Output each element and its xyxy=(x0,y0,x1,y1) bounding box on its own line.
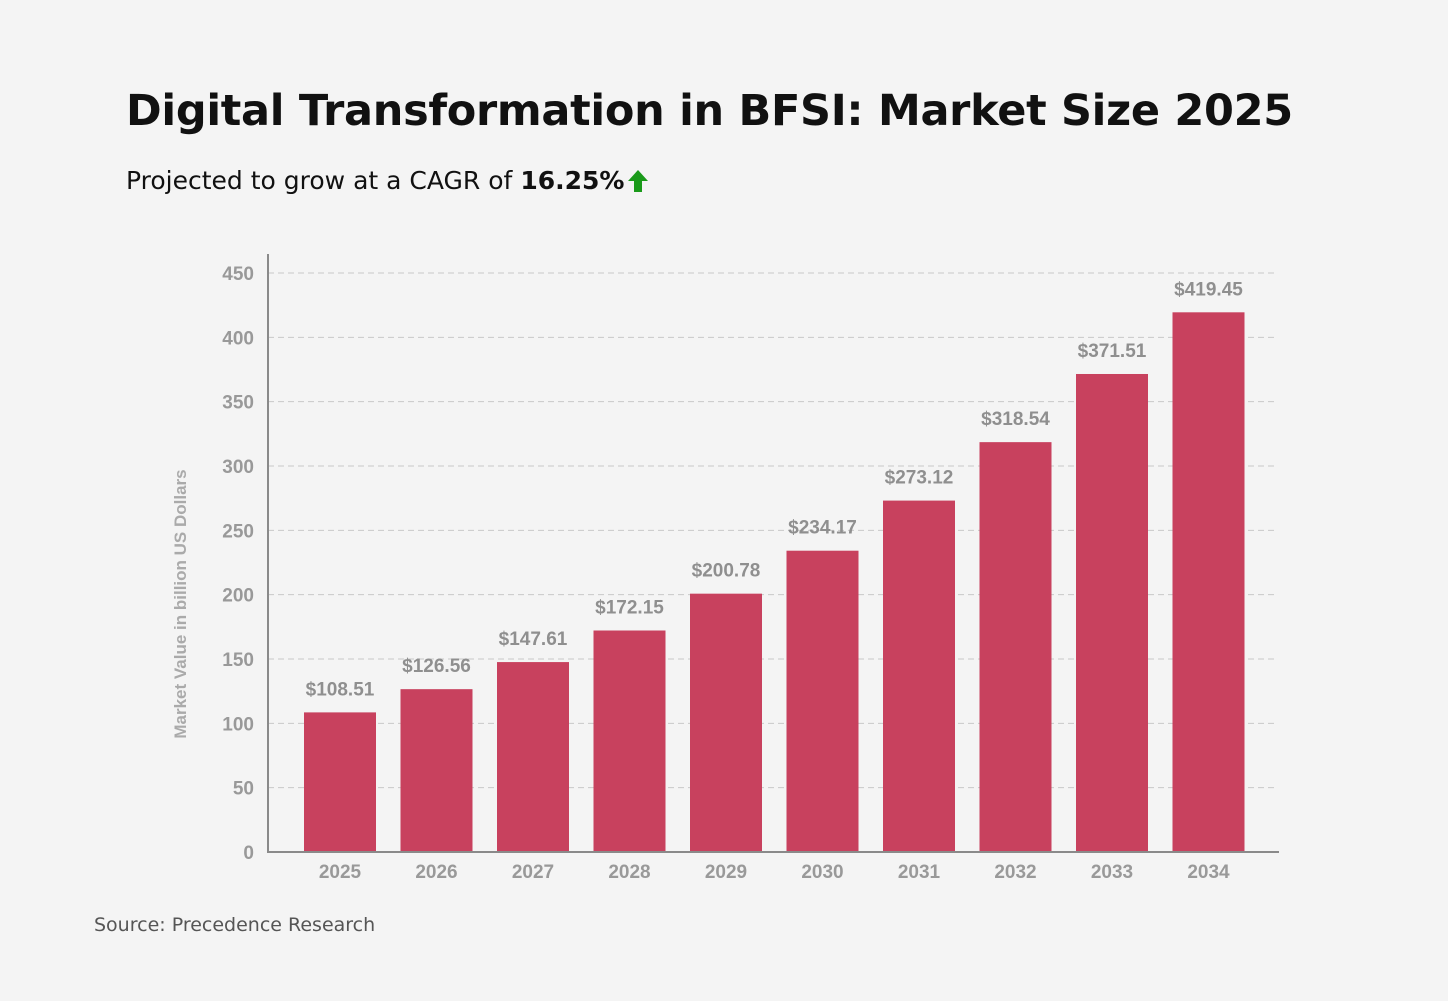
data-label-2032: $318.54 xyxy=(981,409,1050,430)
bar-2029 xyxy=(690,593,762,852)
x-tick-label: 2028 xyxy=(608,862,650,883)
data-label-2033: $371.51 xyxy=(1078,341,1147,362)
x-tick-label: 2027 xyxy=(512,862,554,883)
y-tick-label: 250 xyxy=(222,521,254,542)
data-label-2034: $419.45 xyxy=(1174,279,1243,300)
up-arrow-icon xyxy=(627,169,649,193)
y-tick-label: 200 xyxy=(222,586,254,607)
data-label-2027: $147.61 xyxy=(499,629,568,650)
x-tick-label: 2031 xyxy=(898,862,941,883)
x-tick-label: 2034 xyxy=(1187,862,1230,883)
data-label-2026: $126.56 xyxy=(402,656,471,677)
y-tick-label: 0 xyxy=(243,843,254,864)
x-tick-label: 2029 xyxy=(705,862,747,883)
y-axis-title: Market Value in billion US Dollars xyxy=(171,469,190,738)
y-tick-label: 400 xyxy=(222,328,254,349)
data-label-2031: $273.12 xyxy=(885,468,954,489)
x-tick-label: 2026 xyxy=(415,862,457,883)
bar-2031 xyxy=(883,500,955,852)
x-tick-label: 2033 xyxy=(1091,862,1133,883)
x-tick-label: 2025 xyxy=(319,862,362,883)
x-tick-label: 2032 xyxy=(994,862,1036,883)
bar-2032 xyxy=(979,442,1052,852)
subtitle-text: Projected to grow at a CAGR of xyxy=(126,166,513,195)
chart-title: Digital Transformation in BFSI: Market S… xyxy=(126,86,1293,136)
bar-2027 xyxy=(497,662,569,852)
bar-2030 xyxy=(786,550,859,852)
cagr-value: 16.25% xyxy=(520,166,625,195)
bar-2034 xyxy=(1172,312,1245,852)
data-label-2029: $200.78 xyxy=(692,561,761,582)
bar-2026 xyxy=(400,689,473,852)
data-label-2025: $108.51 xyxy=(306,679,375,700)
y-tick-label: 300 xyxy=(222,457,254,478)
data-label-2028: $172.15 xyxy=(595,598,664,619)
y-tick-label: 450 xyxy=(222,264,254,285)
source-note: Source: Precedence Research xyxy=(94,914,376,936)
data-label-2030: $234.17 xyxy=(788,518,857,539)
bar-2025 xyxy=(304,712,376,852)
y-tick-label: 150 xyxy=(222,650,254,671)
bar-2033 xyxy=(1076,373,1148,852)
y-tick-label: 350 xyxy=(222,393,254,414)
x-tick-label: 2030 xyxy=(801,862,843,883)
y-tick-label: 50 xyxy=(233,779,254,800)
y-tick-label: 100 xyxy=(222,714,254,735)
chart-subtitle: Projected to grow at a CAGR of 16.25% xyxy=(126,166,649,195)
bar-2028 xyxy=(593,630,666,852)
